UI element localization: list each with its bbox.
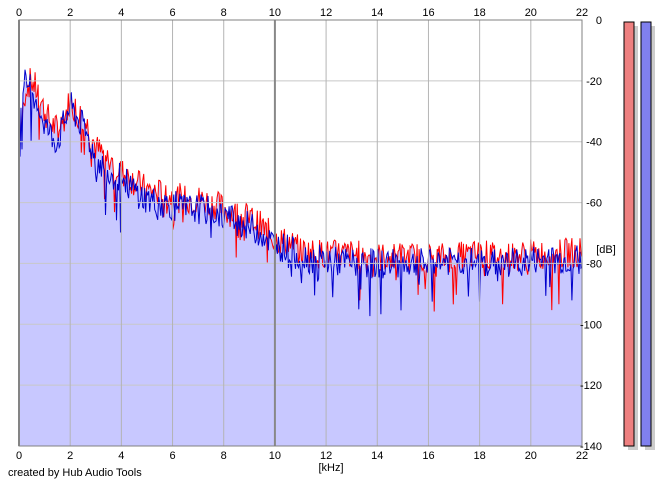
y-tick-label: -100 (580, 319, 602, 331)
series-line-1 (18, 68, 583, 312)
channel-meters (623, 21, 655, 450)
channel-meter-1 (623, 21, 635, 447)
x-tick-label-top: 14 (371, 7, 383, 19)
x-tick-label-bottom: 16 (422, 450, 434, 462)
x-tick-label-top: 0 (16, 7, 22, 19)
x-tick-label-top: 18 (474, 7, 486, 19)
x-tick-label-bottom: 22 (576, 450, 588, 462)
x-tick-label-bottom: 12 (320, 450, 332, 462)
y-axis-label: [dB] (596, 244, 616, 256)
x-tick-label-bottom: 4 (118, 450, 124, 462)
x-tick-label-bottom: 0 (16, 450, 22, 462)
x-tick-label-top: 20 (525, 7, 537, 19)
x-axis-label: [kHz] (318, 462, 343, 474)
x-tick-label-top: 12 (320, 7, 332, 19)
x-tick-label-bottom: 2 (67, 450, 73, 462)
spectrum-fill (19, 68, 582, 446)
x-tick-label-bottom: 18 (474, 450, 486, 462)
y-tick-label: -120 (580, 380, 602, 392)
y-tick-label: -140 (580, 441, 602, 453)
x-tick-label-bottom: 14 (371, 450, 383, 462)
y-tick-label: -80 (586, 258, 602, 270)
x-tick-label-bottom: 10 (269, 450, 281, 462)
x-tick-label-top: 16 (422, 7, 434, 19)
plot-frame (18, 19, 583, 447)
credit-text: created by Hub Audio Tools (8, 467, 142, 479)
y-tick-label: 0 (596, 15, 602, 27)
x-tick-label-bottom: 6 (169, 450, 175, 462)
x-tick-label-top: 10 (269, 7, 281, 19)
axis-layer: 002244668810101212141416161818202022220-… (16, 7, 616, 474)
x-tick-label-top: 6 (169, 7, 175, 19)
y-tick-label: -40 (586, 137, 602, 149)
x-tick-label-top: 22 (576, 7, 588, 19)
x-tick-label-bottom: 20 (525, 450, 537, 462)
y-tick-label: -20 (586, 76, 602, 88)
series-line-2 (18, 69, 583, 317)
y-tick-label: -60 (586, 198, 602, 210)
data-layer (18, 68, 583, 446)
x-tick-label-top: 8 (221, 7, 227, 19)
channel-meter-2 (640, 21, 652, 447)
x-tick-label-top: 4 (118, 7, 124, 19)
x-tick-label-top: 2 (67, 7, 73, 19)
x-tick-label-bottom: 8 (221, 450, 227, 462)
